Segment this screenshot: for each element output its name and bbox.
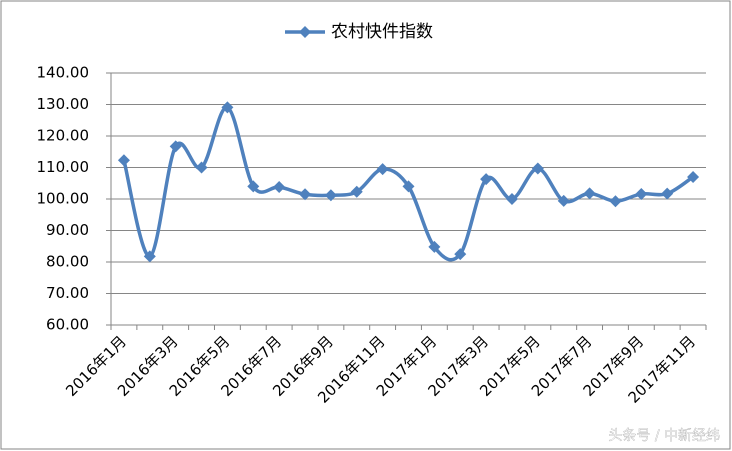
point-marker [247, 180, 260, 193]
y-tick-label: 140.00 [37, 64, 90, 82]
point-marker [428, 240, 441, 253]
legend-marker [299, 26, 311, 38]
y-tick-label: 120.00 [37, 127, 90, 145]
point-marker [531, 162, 544, 175]
point-marker [117, 154, 130, 167]
point-marker [376, 163, 389, 176]
y-tick-label: 110.00 [37, 158, 90, 176]
point-marker [324, 189, 337, 202]
y-tick-label: 90.00 [46, 221, 89, 239]
point-marker [609, 195, 622, 208]
legend-label: 农村快件指数 [331, 22, 433, 42]
y-tick-label: 60.00 [46, 316, 89, 334]
point-marker [299, 188, 312, 201]
point-marker [557, 194, 570, 207]
watermark: 头条号 / 中新经纬 [608, 427, 720, 444]
point-marker [221, 101, 234, 114]
point-marker [195, 161, 208, 174]
point-marker [687, 170, 700, 183]
point-marker [583, 187, 596, 200]
point-marker [635, 187, 648, 200]
point-marker [454, 248, 467, 261]
point-marker [350, 185, 363, 198]
y-tick-label: 70.00 [46, 284, 89, 302]
point-marker [402, 180, 415, 193]
point-marker [505, 193, 518, 205]
point-marker [169, 140, 182, 153]
y-tick-label: 130.00 [37, 95, 90, 113]
y-tick-label: 100.00 [37, 190, 90, 208]
y-tick-label: 80.00 [46, 253, 89, 271]
point-marker [143, 250, 156, 263]
point-marker [480, 173, 493, 186]
point-marker [273, 181, 286, 194]
point-marker [661, 187, 674, 200]
